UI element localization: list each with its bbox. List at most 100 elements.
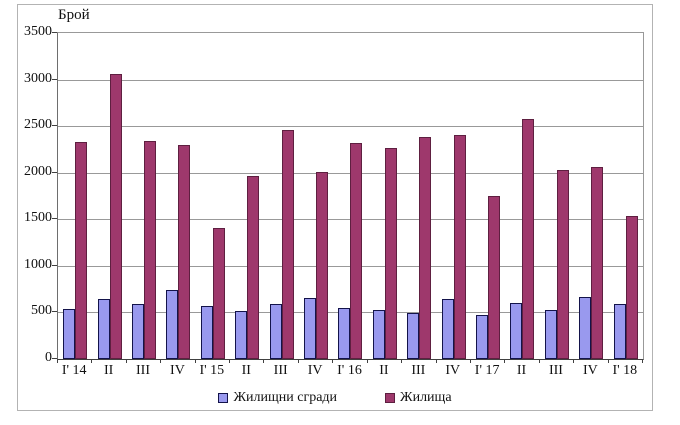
y-axis-tick bbox=[52, 171, 57, 173]
x-axis-tick-label: III bbox=[273, 363, 288, 378]
x-axis-tick-label: III bbox=[136, 363, 151, 378]
bar-dwellings-IV bbox=[453, 135, 466, 359]
bar-dwellings-III bbox=[419, 137, 432, 359]
y-axis-tick-label: 2000 bbox=[24, 163, 52, 179]
category-group-1 bbox=[58, 33, 92, 359]
y-axis-tick bbox=[52, 358, 57, 359]
x-axis-tick-label: III bbox=[548, 363, 563, 378]
category-group-15 bbox=[540, 33, 574, 359]
bar-dwellings-III bbox=[144, 140, 157, 359]
category-group-12 bbox=[436, 33, 470, 359]
x-axis-tick bbox=[366, 359, 368, 363]
bar-buildings-II bbox=[235, 310, 248, 359]
bar-buildings-III bbox=[132, 303, 145, 359]
plot-area bbox=[57, 32, 644, 360]
y-axis-tick bbox=[52, 125, 57, 127]
bar-dwellings-II bbox=[384, 148, 397, 359]
x-axis-tick-label: IV bbox=[170, 363, 185, 378]
category-group-9 bbox=[333, 33, 367, 359]
bar-buildings-III bbox=[544, 310, 557, 359]
category-group-5 bbox=[196, 33, 230, 359]
gridline bbox=[58, 126, 643, 128]
x-axis-tick bbox=[57, 359, 58, 363]
bar-buildings-I14 bbox=[63, 308, 76, 359]
x-axis-tick bbox=[332, 359, 334, 363]
x-axis-tick bbox=[504, 359, 506, 363]
y-axis-tick bbox=[52, 32, 57, 33]
x-axis-tick bbox=[435, 359, 437, 363]
bar-buildings-IV bbox=[441, 299, 454, 359]
y-axis-tick bbox=[52, 264, 57, 266]
legend-label-dwellings: Жилища bbox=[400, 390, 452, 405]
category-group-17 bbox=[609, 33, 643, 359]
bar-buildings-II bbox=[97, 299, 110, 359]
category-group-8 bbox=[299, 33, 333, 359]
bar-dwellings-I14 bbox=[75, 141, 88, 359]
x-axis-tick bbox=[538, 359, 540, 363]
legend-label-buildings: Жилищни сгради bbox=[233, 390, 338, 405]
x-axis-tick bbox=[469, 359, 471, 363]
y-axis-tick-label: 3000 bbox=[24, 70, 52, 86]
bar-dwellings-IV bbox=[178, 144, 191, 359]
y-axis-tick bbox=[52, 218, 57, 220]
x-axis-tick bbox=[91, 359, 93, 363]
y-axis-tick-label: 500 bbox=[31, 303, 52, 319]
bar-dwellings-I17 bbox=[488, 195, 501, 359]
x-axis-tick bbox=[297, 359, 299, 363]
x-axis-tick-label: I' 15 bbox=[199, 363, 225, 378]
x-axis-tick bbox=[125, 359, 127, 363]
category-group-16 bbox=[574, 33, 608, 359]
gridline bbox=[58, 79, 643, 81]
bar-dwellings-II bbox=[522, 118, 535, 359]
chart-figure: Брой 0 500 1000 1500 2000 2500 3000 3500 I' 14 I… bbox=[17, 4, 653, 411]
chart-title: Брой bbox=[58, 7, 90, 23]
x-axis-tick-label: I' 17 bbox=[474, 363, 500, 378]
bar-dwellings-IV bbox=[591, 167, 604, 359]
bar-buildings-I18 bbox=[613, 304, 626, 359]
x-axis-tick-label: I' 16 bbox=[337, 363, 362, 378]
legend-item-buildings: Жилищни сгради bbox=[218, 390, 337, 406]
x-axis-tick-label: IV bbox=[445, 363, 461, 378]
bars-layer bbox=[58, 33, 643, 359]
category-group-13 bbox=[471, 33, 505, 359]
bar-buildings-III bbox=[269, 303, 282, 359]
bar-buildings-II bbox=[372, 309, 385, 359]
x-axis-tick-label: IV bbox=[307, 363, 323, 378]
legend-swatch-buildings-icon bbox=[218, 393, 229, 403]
category-group-6 bbox=[230, 33, 264, 359]
category-group-14 bbox=[505, 33, 539, 359]
x-axis-tick-label: III bbox=[411, 363, 426, 378]
y-axis-tick bbox=[52, 311, 57, 313]
x-axis-tick bbox=[642, 359, 643, 363]
bar-dwellings-II bbox=[247, 176, 260, 359]
bar-buildings-I16 bbox=[338, 307, 351, 359]
bar-dwellings-I15 bbox=[212, 227, 225, 359]
x-axis-tick-label: I' 18 bbox=[612, 363, 638, 378]
x-axis-tick-label: IV bbox=[582, 363, 598, 378]
y-axis-tick-label: 0 bbox=[45, 350, 52, 365]
bar-buildings-I17 bbox=[476, 315, 489, 359]
x-axis-tick-label: II bbox=[516, 363, 527, 378]
bar-dwellings-IV bbox=[316, 171, 329, 359]
bar-buildings-III bbox=[407, 313, 420, 359]
y-axis-tick-label: 3500 bbox=[24, 24, 52, 39]
x-axis-tick bbox=[573, 359, 575, 363]
x-axis-tick-label: I' 14 bbox=[61, 363, 87, 378]
bar-buildings-IV bbox=[304, 298, 317, 359]
y-axis-tick-label: 1000 bbox=[24, 256, 52, 272]
x-axis-tick bbox=[263, 359, 265, 363]
bar-buildings-IV bbox=[579, 297, 592, 359]
x-axis-tick bbox=[229, 359, 231, 363]
legend: Жилищни сгради Жилища bbox=[18, 390, 652, 406]
x-axis-tick-label: II bbox=[103, 363, 114, 378]
x-axis-tick bbox=[607, 359, 609, 363]
category-group-10 bbox=[368, 33, 402, 359]
category-group-4 bbox=[161, 33, 195, 359]
bar-dwellings-III bbox=[556, 169, 569, 359]
x-axis-tick bbox=[194, 359, 196, 363]
bar-dwellings-I18 bbox=[625, 215, 638, 359]
bar-dwellings-II bbox=[109, 73, 122, 359]
category-group-3 bbox=[127, 33, 161, 359]
x-axis-tick bbox=[401, 359, 403, 363]
